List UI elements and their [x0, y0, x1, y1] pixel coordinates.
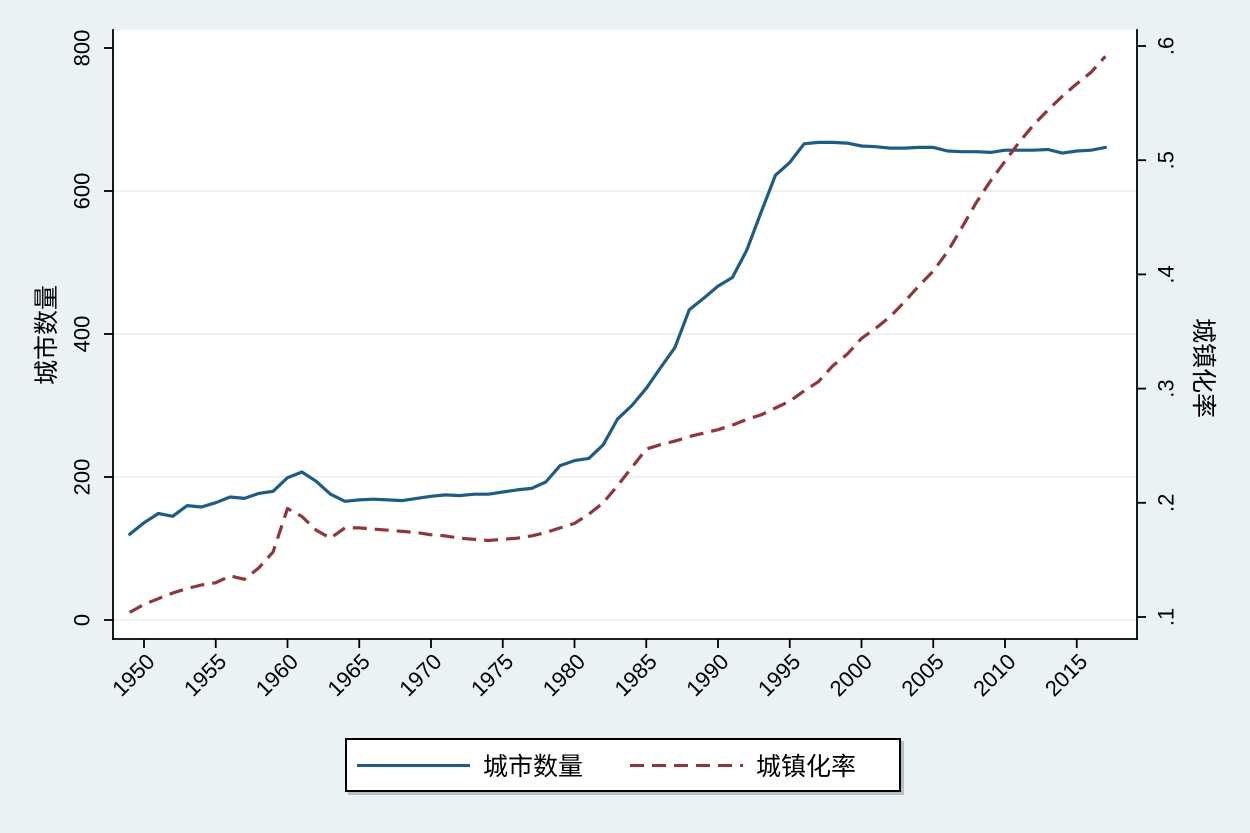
y-right-tick-label: .3: [1154, 379, 1179, 397]
x-tick-label: 2000: [825, 649, 877, 701]
y-right-tick-label: .6: [1154, 37, 1179, 55]
y-left-tick-label: 400: [70, 316, 95, 353]
y-right-tick-label: .1: [1154, 608, 1179, 626]
legend-line-sample-dashed: [630, 763, 744, 767]
legend-item-cities: 城市数量: [357, 747, 583, 783]
y-left-tick-label: 0: [70, 614, 95, 626]
y-axis-left-title: 城市数量: [33, 284, 61, 386]
y-right-ticks: .1 .2 .3 .4 .5 .6: [1137, 37, 1179, 626]
x-tick-label: 1995: [753, 649, 805, 701]
y-right-tick-label: .2: [1154, 494, 1179, 512]
y-left-ticks: 0 200 400 600 800: [70, 30, 113, 626]
legend-label-cities: 城市数量: [483, 753, 584, 781]
y-left-tick-label: 800: [70, 30, 95, 67]
x-tick-label: 1965: [322, 649, 374, 701]
x-tick-label: 1980: [538, 649, 590, 701]
x-tick-label: 1975: [466, 649, 518, 701]
x-tick-label: 1990: [681, 649, 733, 701]
legend-line-sample-solid: [357, 763, 470, 767]
x-tick-label: 2015: [1040, 649, 1092, 701]
x-tick-label: 1950: [107, 649, 159, 701]
series-line-cities: [128, 140, 1108, 536]
x-tick-label: 2005: [896, 649, 948, 701]
y-axis-right-title: 城镇化率: [1189, 317, 1217, 419]
x-tick-label: 1985: [609, 649, 661, 701]
x-tick-label: 1955: [179, 649, 231, 701]
series-line-urbanization: [128, 55, 1107, 614]
y-right-tick-label: .5: [1154, 151, 1179, 169]
x-tick-label: 1960: [251, 649, 303, 701]
y-left-tick-label: 200: [70, 459, 95, 496]
x-tick-label: 1970: [394, 649, 446, 701]
legend-label-urbanization: 城镇化率: [756, 753, 857, 781]
x-ticks: 1950 1955 1960 1965 1970 1975 1980 1985 1990 1995…: [107, 639, 1092, 701]
legend-item-urbanization: 城镇化率: [630, 747, 856, 783]
y-right-tick-label: .4: [1154, 265, 1179, 283]
legend-box: 城市数量 城镇化率: [345, 738, 901, 792]
y-left-tick-label: 600: [70, 173, 95, 210]
x-tick-label: 2010: [968, 649, 1020, 701]
